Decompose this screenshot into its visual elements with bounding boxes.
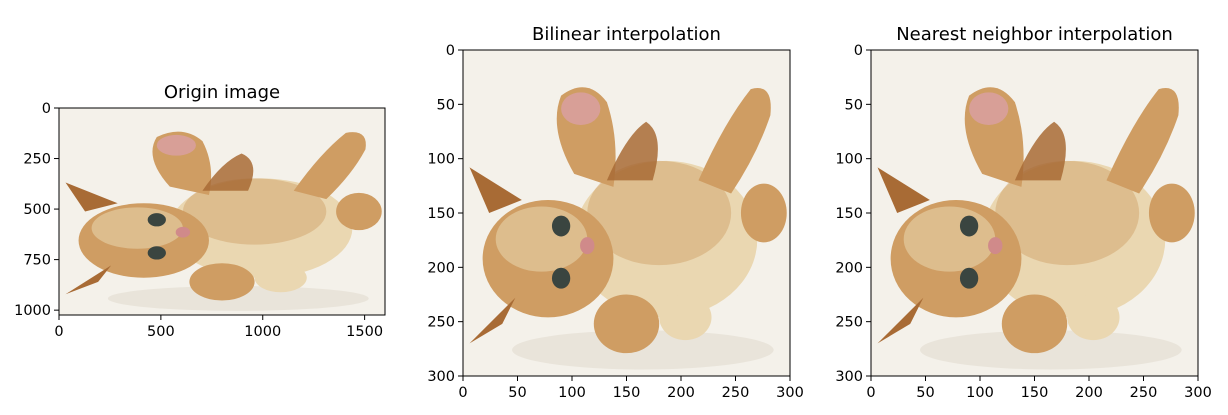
kitten-back-fur-icon bbox=[587, 160, 732, 266]
x-tick-label: 150 bbox=[613, 385, 641, 401]
x-tick-label: 500 bbox=[147, 324, 175, 340]
kitten-ear-icon bbox=[877, 167, 930, 213]
image-content bbox=[59, 108, 385, 315]
x-tick-label: 1000 bbox=[244, 324, 281, 340]
y-tick-label: 250 bbox=[23, 152, 51, 168]
y-tick-label: 0 bbox=[854, 43, 863, 59]
subplot-title: Nearest neighbor interpolation bbox=[896, 24, 1173, 45]
kitten-ear-2-icon bbox=[469, 297, 516, 344]
kitten-body-icon bbox=[982, 160, 1166, 318]
kitten-nose-icon bbox=[175, 226, 191, 238]
image-content bbox=[871, 50, 1198, 376]
y-tick-label: 200 bbox=[835, 260, 863, 276]
kitten-front-leg-icon bbox=[1014, 121, 1066, 181]
kitten-ear-2-icon bbox=[877, 297, 924, 344]
kitten-eye-2-icon bbox=[147, 246, 166, 260]
y-tick-label: 150 bbox=[427, 206, 455, 222]
kitten-hind-leg-icon bbox=[1106, 88, 1179, 194]
subplot-3: Nearest neighbor interpolation 0 50 100 150 2… bbox=[835, 24, 1212, 401]
paw-pad-icon bbox=[969, 92, 1009, 125]
kitten-nose-icon bbox=[580, 237, 595, 255]
kitten-belly-icon bbox=[1067, 294, 1120, 341]
kitten-back-fur-icon bbox=[995, 160, 1140, 266]
y-tick-label: 300 bbox=[835, 369, 863, 385]
y-tick-label: 50 bbox=[437, 97, 455, 113]
kitten-side-paw-icon bbox=[336, 192, 382, 231]
y-tick-label: 50 bbox=[845, 97, 863, 113]
subplot-title: Bilinear interpolation bbox=[532, 24, 721, 45]
x-tick-label: 100 bbox=[558, 385, 586, 401]
y-tick-label: 750 bbox=[23, 253, 51, 269]
kitten-belly-icon bbox=[254, 263, 307, 293]
x-tick-label: 0 bbox=[54, 324, 63, 340]
kitten-bottom-paw-icon bbox=[1001, 294, 1068, 354]
y-tick-label: 250 bbox=[427, 315, 455, 331]
kitten-image-icon bbox=[877, 87, 1195, 370]
y-tick-label: 0 bbox=[446, 43, 455, 59]
y-tick-label: 200 bbox=[427, 260, 455, 276]
y-tick-label: 500 bbox=[23, 202, 51, 218]
kitten-body-icon bbox=[169, 178, 353, 278]
x-tick-label: 300 bbox=[1184, 385, 1212, 401]
kitten-face-icon bbox=[91, 207, 183, 249]
x-tick-label: 100 bbox=[966, 385, 994, 401]
subplot-1: Origin image 0 500 1000 1500 0 250 500 750 1000 bbox=[14, 82, 386, 340]
x-tick-label: 200 bbox=[667, 385, 695, 401]
x-tick-label: 1500 bbox=[346, 324, 383, 340]
x-tick-label: 150 bbox=[1021, 385, 1049, 401]
kitten-ear-icon bbox=[469, 167, 522, 213]
kitten-ear-2-icon bbox=[65, 265, 112, 295]
x-tick-label: 50 bbox=[916, 385, 934, 401]
kitten-eye-2-icon bbox=[959, 267, 979, 289]
kitten-front-leg-icon bbox=[606, 121, 658, 181]
x-tick-label: 300 bbox=[776, 385, 804, 401]
x-tick-label: 50 bbox=[508, 385, 526, 401]
kitten-hind-leg-icon bbox=[698, 88, 771, 194]
y-tick-label: 300 bbox=[427, 369, 455, 385]
kitten-ear-icon bbox=[65, 182, 118, 212]
kitten-eye-icon bbox=[147, 213, 166, 227]
x-tick-label: 250 bbox=[1130, 385, 1158, 401]
kitten-side-paw-icon bbox=[740, 183, 787, 243]
y-tick-label: 250 bbox=[835, 315, 863, 331]
kitten-shadow-icon bbox=[920, 330, 1182, 370]
y-tick-label: 150 bbox=[835, 206, 863, 222]
kitten-body-icon bbox=[574, 160, 758, 318]
kitten-back-fur-icon bbox=[182, 178, 327, 245]
y-tick-label: 100 bbox=[835, 152, 863, 168]
kitten-front-leg-icon bbox=[202, 153, 254, 191]
x-tick-label: 0 bbox=[866, 385, 875, 401]
kitten-eye-icon bbox=[551, 215, 571, 237]
paw-pad-icon bbox=[156, 134, 196, 156]
kitten-image-icon bbox=[469, 87, 787, 370]
paw-pad-icon bbox=[561, 92, 601, 125]
image-content bbox=[463, 50, 790, 376]
kitten-belly-icon bbox=[659, 294, 712, 341]
kitten-hind-leg-icon bbox=[293, 132, 366, 200]
kitten-side-paw-icon bbox=[1148, 183, 1195, 243]
x-tick-label: 200 bbox=[1075, 385, 1103, 401]
kitten-nose-icon bbox=[988, 237, 1003, 255]
kitten-eye-2-icon bbox=[551, 267, 571, 289]
y-tick-label: 100 bbox=[427, 152, 455, 168]
kitten-shadow-icon bbox=[512, 330, 774, 370]
subplot-2: Bilinear interpolation 0 50 100 150 200 250 300… bbox=[427, 24, 804, 401]
kitten-shadow-icon bbox=[107, 286, 369, 311]
kitten-bottom-paw-icon bbox=[189, 263, 255, 301]
y-tick-label: 0 bbox=[42, 101, 51, 117]
axes-frame bbox=[58, 107, 386, 316]
kitten-eye-icon bbox=[959, 215, 979, 237]
x-tick-label: 0 bbox=[458, 385, 467, 401]
kitten-bottom-paw-icon bbox=[593, 294, 660, 354]
kitten-face-icon bbox=[495, 206, 588, 272]
subplot-title: Origin image bbox=[164, 82, 280, 103]
kitten-face-icon bbox=[903, 206, 996, 272]
x-tick-label: 250 bbox=[722, 385, 750, 401]
y-tick-label: 1000 bbox=[14, 303, 51, 319]
kitten-image-icon bbox=[65, 131, 382, 311]
